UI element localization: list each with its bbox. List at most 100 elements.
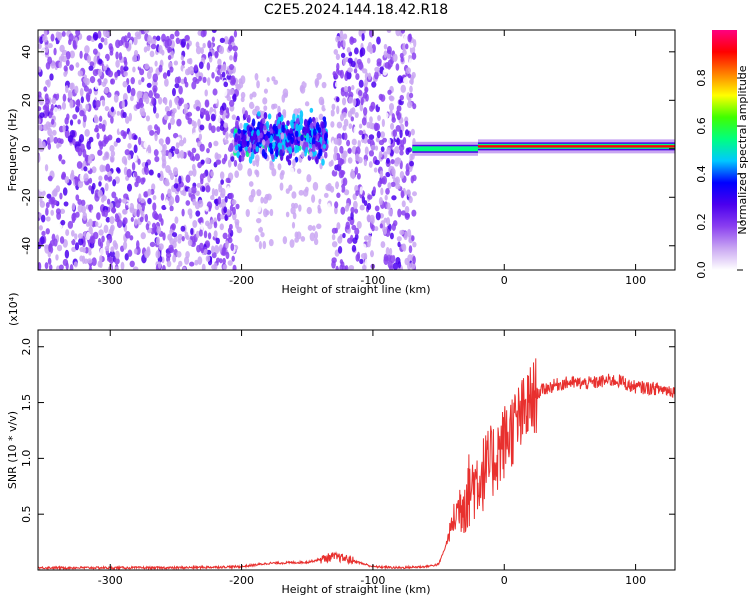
spectral-speckle bbox=[45, 216, 51, 222]
spectral-speckle bbox=[197, 256, 203, 265]
spectral-speckle bbox=[396, 111, 402, 121]
spectral-speckle bbox=[213, 140, 219, 147]
spectral-speckle bbox=[271, 168, 277, 177]
spectral-speckle bbox=[61, 159, 66, 165]
spectral-speckle bbox=[223, 81, 229, 88]
spectral-speckle bbox=[342, 33, 348, 40]
spectral-speckle bbox=[167, 122, 172, 130]
spectral-band-speckle bbox=[264, 134, 269, 141]
spectral-speckle bbox=[182, 67, 187, 76]
spectral-band-speckle bbox=[321, 158, 325, 166]
spectral-speckle bbox=[80, 96, 85, 104]
spectral-speckle bbox=[136, 240, 140, 250]
spectral-speckle bbox=[240, 91, 246, 99]
spectral-speckle bbox=[79, 87, 84, 97]
spectral-speckle bbox=[184, 231, 189, 240]
spectral-speckle bbox=[203, 140, 208, 147]
spectral-speckle bbox=[406, 101, 413, 109]
spectral-speckle bbox=[207, 232, 212, 240]
spectral-speckle bbox=[227, 260, 233, 266]
spectral-speckle bbox=[67, 220, 74, 229]
spectral-speckle bbox=[369, 116, 373, 124]
spectral-speckle bbox=[222, 264, 228, 270]
spectral-speckle bbox=[147, 197, 152, 205]
spectral-speckle bbox=[348, 96, 354, 104]
spectral-speckle bbox=[235, 203, 240, 210]
spectral-band-speckle bbox=[299, 110, 304, 119]
spectral-speckle bbox=[187, 66, 191, 75]
spectral-speckle bbox=[103, 224, 109, 234]
spectral-speckle bbox=[141, 262, 146, 270]
spectral-speckle bbox=[359, 103, 364, 112]
spectral-speckle bbox=[333, 49, 339, 55]
y-tick-label: 0.5 bbox=[20, 505, 33, 523]
spectral-speckle bbox=[124, 40, 129, 49]
spectral-speckle bbox=[103, 64, 108, 71]
spectral-band-speckle bbox=[271, 154, 275, 161]
spectral-speckle bbox=[300, 85, 306, 94]
spectral-speckle bbox=[162, 264, 166, 270]
figure-title: C2E5.2024.144.18.42.R18 bbox=[264, 2, 448, 18]
spectral-speckle bbox=[282, 88, 289, 97]
spectral-speckle bbox=[188, 57, 193, 65]
spectral-speckle bbox=[404, 54, 409, 63]
spectral-speckle bbox=[114, 266, 119, 270]
spectral-speckle bbox=[167, 188, 172, 198]
y-tick-label: 40 bbox=[20, 45, 33, 59]
spectral-speckle bbox=[312, 181, 319, 191]
spectral-speckle bbox=[231, 199, 237, 205]
spectral-band-speckle bbox=[277, 123, 282, 130]
spectral-band-speckle bbox=[277, 112, 282, 118]
spectral-speckle bbox=[370, 101, 376, 110]
spectral-speckle bbox=[45, 44, 49, 53]
spectral-speckle bbox=[298, 204, 302, 212]
y-tick-label: 1.5 bbox=[20, 394, 33, 412]
spectral-speckle bbox=[380, 131, 386, 138]
spectral-speckle bbox=[260, 196, 264, 204]
spectral-speckle bbox=[74, 242, 80, 251]
spectral-speckle bbox=[53, 88, 59, 95]
spectral-speckle bbox=[408, 33, 412, 41]
x-tick-label: 100 bbox=[625, 574, 646, 587]
spectral-speckle bbox=[66, 113, 70, 121]
spectral-speckle bbox=[133, 153, 138, 162]
spectral-speckle bbox=[138, 136, 142, 146]
spectral-speckle bbox=[384, 112, 389, 119]
spectral-speckle bbox=[389, 232, 394, 240]
spectral-speckle bbox=[282, 236, 288, 245]
spectral-band-speckle bbox=[323, 151, 328, 159]
spectral-speckle bbox=[190, 227, 194, 235]
spectral-speckle bbox=[122, 132, 127, 140]
spectral-band-speckle bbox=[250, 151, 255, 160]
spectral-speckle bbox=[49, 134, 54, 143]
spectral-speckle bbox=[45, 207, 49, 216]
spectral-speckle bbox=[180, 38, 187, 48]
spectral-speckle bbox=[228, 192, 234, 200]
spectral-speckle bbox=[343, 132, 348, 141]
spectral-speckle bbox=[342, 111, 347, 118]
spectral-speckle bbox=[206, 249, 212, 255]
spectral-speckle bbox=[368, 150, 375, 157]
spectral-speckle bbox=[341, 97, 347, 106]
spectral-speckle bbox=[52, 178, 57, 187]
spectral-speckle bbox=[68, 33, 74, 42]
spectral-speckle bbox=[118, 198, 122, 204]
spectral-speckle bbox=[326, 203, 332, 212]
spectral-speckle bbox=[76, 90, 81, 100]
spectral-speckle bbox=[225, 177, 231, 184]
spectral-speckle bbox=[134, 31, 141, 38]
spectral-speckle bbox=[147, 188, 152, 196]
spectral-speckle bbox=[187, 208, 193, 216]
spectral-speckle bbox=[128, 112, 133, 122]
spectral-speckle bbox=[83, 77, 88, 84]
spectral-speckle bbox=[207, 40, 212, 49]
spectral-speckle bbox=[215, 237, 220, 245]
spectral-speckle bbox=[44, 244, 50, 250]
spectral-speckle bbox=[334, 206, 338, 215]
spectral-speckle bbox=[386, 138, 391, 147]
spectral-speckle bbox=[164, 115, 169, 121]
spectral-speckle bbox=[340, 170, 345, 178]
spectral-speckle bbox=[408, 196, 413, 204]
spectral-speckle bbox=[220, 187, 226, 197]
spectral-speckle bbox=[208, 122, 212, 131]
